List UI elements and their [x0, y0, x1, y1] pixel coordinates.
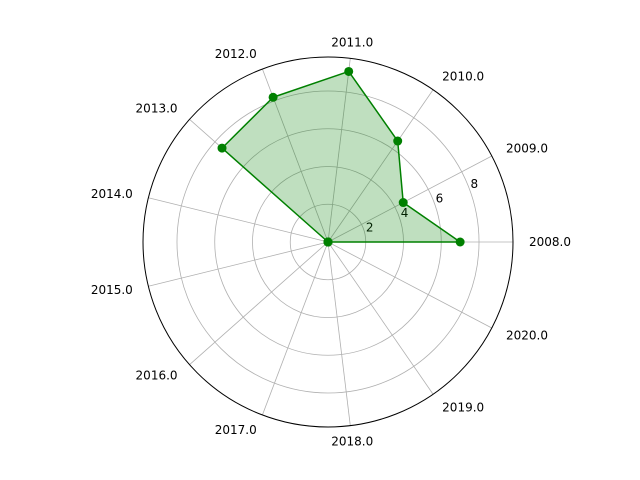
category-label: 2011.0 [331, 35, 373, 49]
data-point [344, 66, 354, 76]
angular-gridline [262, 241, 329, 416]
series-layer [217, 66, 465, 247]
radial-tick-label: 6 [436, 192, 444, 206]
category-label: 2013.0 [136, 102, 178, 116]
category-label: 2014.0 [91, 187, 133, 201]
category-label: 2016.0 [136, 368, 178, 382]
category-label: 2012.0 [215, 47, 257, 61]
radial-tick-labels: 2 4 6 8 [366, 177, 478, 234]
data-point [398, 198, 408, 208]
category-label: 2018.0 [331, 435, 373, 449]
category-label: 2015.0 [91, 283, 133, 297]
series-line [221, 70, 461, 243]
data-point [217, 143, 227, 153]
radial-tick-label: 4 [401, 206, 409, 220]
angular-gridline [148, 197, 329, 243]
angular-gridline [327, 241, 351, 426]
category-label: 2017.0 [215, 423, 257, 437]
angular-gridline [189, 241, 329, 365]
angular-gridline [327, 155, 492, 243]
data-point [268, 92, 278, 102]
category-label: 2020.0 [506, 328, 548, 342]
data-point [393, 136, 403, 146]
radial-tick-label: 2 [366, 221, 374, 235]
angular-gridline [327, 58, 351, 243]
angular-gridline [327, 241, 492, 329]
category-label: 2019.0 [442, 400, 484, 414]
angular-gridline [327, 89, 434, 243]
category-label: 2009.0 [506, 142, 548, 156]
data-point [455, 237, 465, 247]
category-label: 2010.0 [442, 70, 484, 84]
angular-gridline [327, 241, 434, 395]
frame-layer [142, 56, 514, 428]
category-label: 2008.0 [529, 235, 571, 249]
category-labels: 2008.0 2009.0 2010.0 2011.0 2012.0 2013.0 2014… [91, 35, 571, 448]
polar-frame [142, 56, 514, 428]
radial-tick-label: 8 [471, 177, 479, 191]
data-point [323, 237, 333, 247]
angular-gridline [148, 241, 329, 287]
